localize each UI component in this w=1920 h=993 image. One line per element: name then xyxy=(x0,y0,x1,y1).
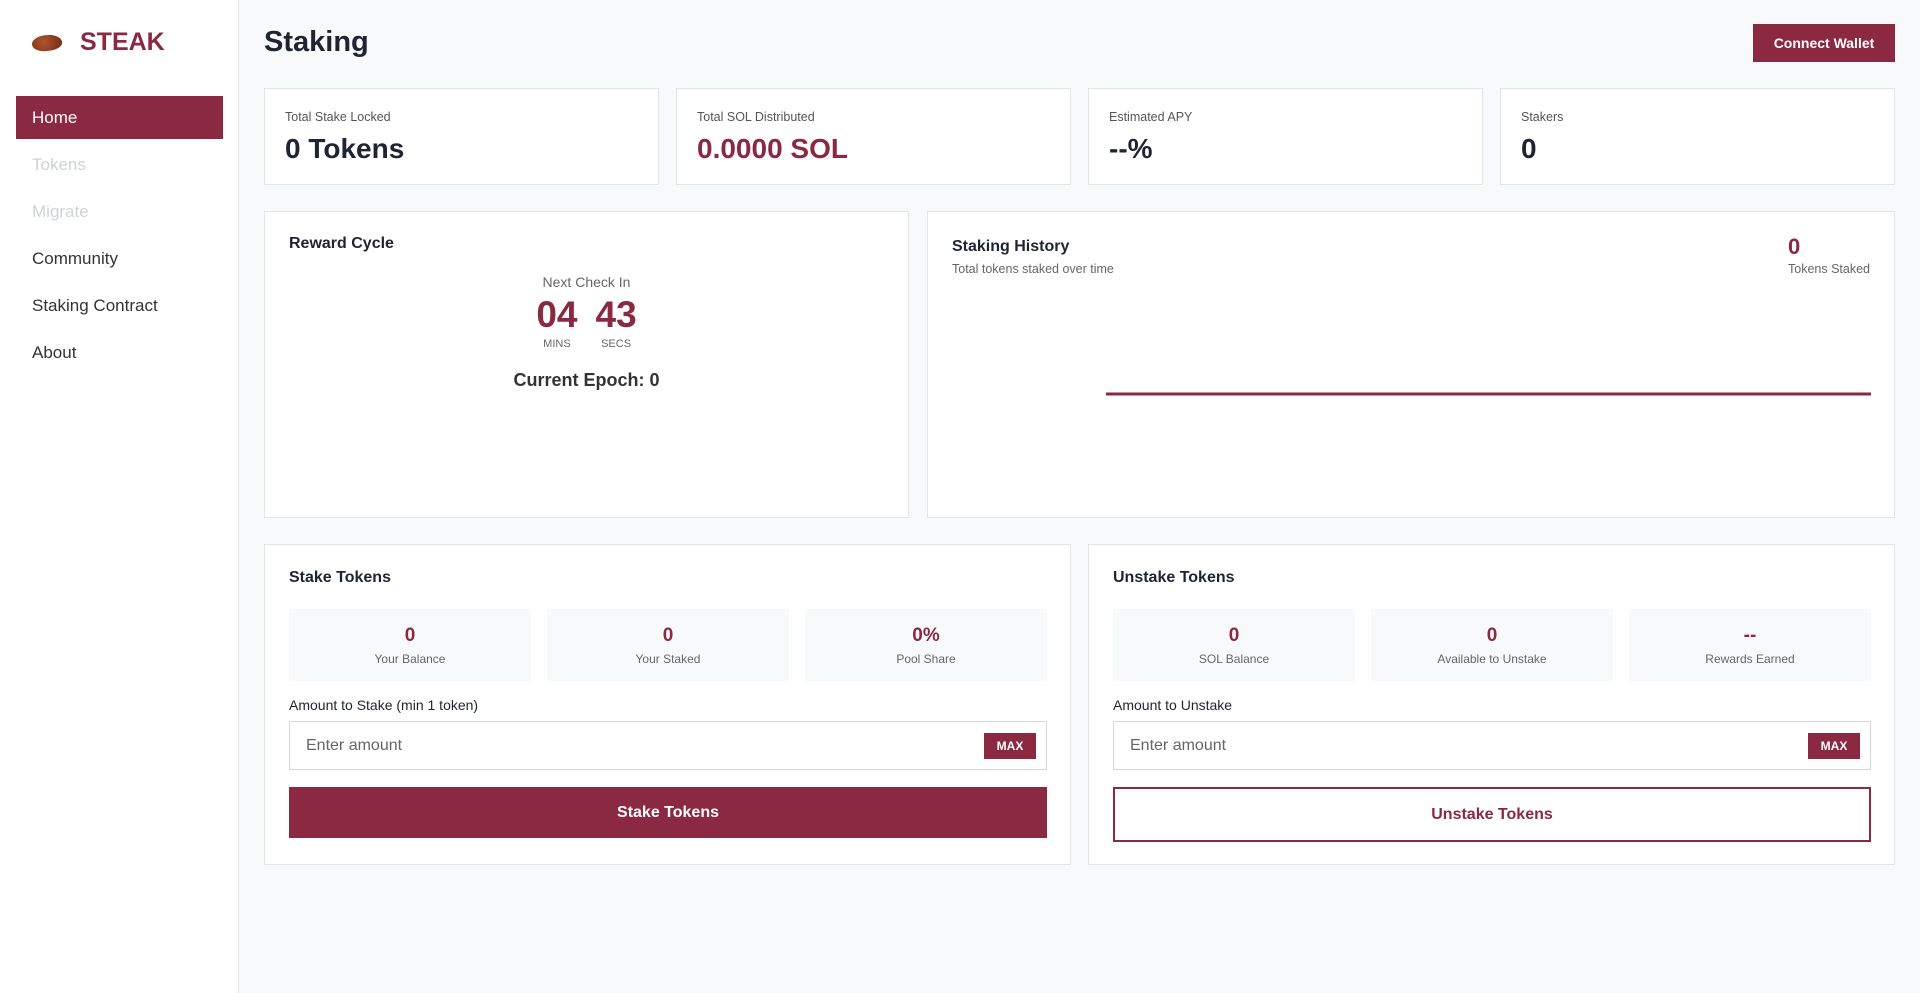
page-title: Staking xyxy=(264,26,369,58)
stake-max-button[interactable]: MAX xyxy=(984,733,1036,759)
stat-value: 0.0000 SOL xyxy=(697,133,848,164)
staking-history-card: Staking History Total tokens staked over… xyxy=(927,211,1895,518)
rewards-earned: -- Rewards Earned xyxy=(1629,609,1871,681)
mini-label: Your Staked xyxy=(635,652,701,666)
countdown: 04 MINS 43 SECS xyxy=(265,294,908,350)
mini-label: Rewards Earned xyxy=(1705,652,1795,666)
unstake-amount-field: MAX xyxy=(1113,721,1871,770)
sidebar-item-staking-contract[interactable]: Staking Contract xyxy=(32,296,158,315)
stat-card-stakers: Stakers 0 xyxy=(1500,88,1895,185)
stat-label: Stakers xyxy=(1521,110,1564,124)
next-check-label: Next Check In xyxy=(542,274,631,290)
brand-name: STEAK xyxy=(80,28,165,56)
stat-value: 0 xyxy=(1521,133,1537,164)
total-staked-value: 0 xyxy=(1788,234,1801,259)
sidebar-item-tokens[interactable]: Tokens xyxy=(32,155,86,174)
logo[interactable]: STEAK xyxy=(31,28,165,57)
stat-card-apy: Estimated APY --% xyxy=(1088,88,1483,185)
unstake-max-button[interactable]: MAX xyxy=(1808,733,1860,759)
mini-label: Pool Share xyxy=(896,652,956,666)
secs-label: SECS xyxy=(601,338,632,350)
unstake-amount-label: Amount to Unstake xyxy=(1113,697,1233,713)
mini-value: 0 xyxy=(662,625,674,646)
total-staked: 0 Tokens Staked xyxy=(1788,234,1870,276)
mini-value: 0 xyxy=(1228,625,1240,646)
unstake-tokens-button[interactable]: Unstake Tokens xyxy=(1113,787,1871,842)
stat-label: Total SOL Distributed xyxy=(697,110,815,124)
countdown-secs: 43 xyxy=(595,294,637,335)
stake-tokens-button[interactable]: Stake Tokens xyxy=(289,787,1047,838)
countdown-mins: 04 xyxy=(536,294,578,335)
reward-cycle-card: Reward Cycle Next Check In 04 MINS 43 SE… xyxy=(264,211,909,518)
stat-value: --% xyxy=(1109,133,1153,164)
sidebar-item-migrate[interactable]: Migrate xyxy=(32,202,89,221)
stake-card: Stake Tokens 0 Your Balance 0 Your Staked … xyxy=(264,544,1071,865)
mini-label: Available to Unstake xyxy=(1437,652,1547,666)
connect-wallet-button[interactable]: Connect Wallet xyxy=(1753,24,1895,62)
mini-value: 0% xyxy=(912,625,940,646)
mini-value: 0 xyxy=(1486,625,1498,646)
card-title: Staking History xyxy=(952,238,1070,255)
stake-amount-field: MAX xyxy=(289,721,1047,770)
card-subtitle: Total tokens staked over time xyxy=(952,262,1114,276)
current-epoch: Current Epoch: 0 xyxy=(513,370,660,390)
stake-amount-label: Amount to Stake (min 1 token) xyxy=(289,697,479,713)
total-staked-label: Tokens Staked xyxy=(1788,262,1870,276)
pool-share: 0% Pool Share xyxy=(805,609,1047,681)
mini-label: SOL Balance xyxy=(1198,652,1270,666)
staking-history-chart xyxy=(1106,392,1871,396)
sol-balance: 0 SOL Balance xyxy=(1113,609,1355,681)
stake-amount-input[interactable] xyxy=(290,722,890,769)
your-staked: 0 Your Staked xyxy=(547,609,789,681)
your-balance: 0 Your Balance xyxy=(289,609,531,681)
stat-label: Estimated APY xyxy=(1109,110,1193,124)
unstake-amount-input[interactable] xyxy=(1114,722,1714,769)
mini-value: 0 xyxy=(404,625,416,646)
card-title: Stake Tokens xyxy=(289,569,391,586)
available-to-unstake: 0 Available to Unstake xyxy=(1371,609,1613,681)
steak-icon xyxy=(31,32,63,53)
stat-value: 0 Tokens xyxy=(285,133,405,164)
stat-card-total-stake: Total Stake Locked 0 Tokens xyxy=(264,88,659,185)
sidebar: STEAK Home Tokens Migrate Community Stak… xyxy=(0,0,239,993)
mins-label: MINS xyxy=(543,338,571,350)
sidebar-nav: Home Tokens Migrate Community Staking Co… xyxy=(16,96,223,378)
sidebar-item-home[interactable]: Home xyxy=(16,96,223,139)
unstake-card: Unstake Tokens 0 SOL Balance 0 Available t… xyxy=(1088,544,1895,865)
card-title: Reward Cycle xyxy=(289,235,394,252)
mini-label: Your Balance xyxy=(374,652,446,666)
stat-card-sol-distributed: Total SOL Distributed 0.0000 SOL xyxy=(676,88,1071,185)
mini-value: -- xyxy=(1743,625,1757,646)
sidebar-item-community[interactable]: Community xyxy=(32,249,118,268)
stat-label: Total Stake Locked xyxy=(285,110,391,124)
sidebar-item-about[interactable]: About xyxy=(32,343,77,362)
card-title: Unstake Tokens xyxy=(1113,569,1235,586)
